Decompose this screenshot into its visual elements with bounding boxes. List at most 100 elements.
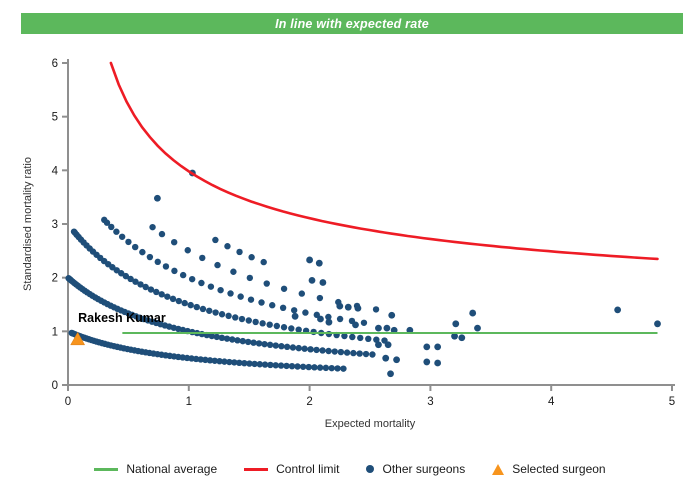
other-surgeon-point[interactable]	[118, 233, 126, 240]
other-surgeon-point[interactable]	[261, 361, 269, 368]
other-surgeon-point[interactable]	[206, 307, 213, 314]
other-surgeon-point[interactable]	[362, 350, 370, 358]
other-surgeon-point[interactable]	[198, 279, 205, 287]
other-surgeon-point[interactable]	[302, 309, 309, 316]
other-surgeon-point[interactable]	[211, 357, 218, 364]
other-surgeon-point[interactable]	[153, 194, 161, 202]
other-surgeon-point[interactable]	[232, 314, 239, 321]
other-surgeon-point[interactable]	[266, 321, 273, 328]
other-surgeon-point[interactable]	[142, 283, 149, 291]
other-surgeon-point[interactable]	[280, 285, 288, 292]
other-surgeon-point[interactable]	[373, 336, 380, 343]
other-surgeon-point[interactable]	[322, 364, 330, 372]
other-surgeon-point[interactable]	[207, 283, 215, 290]
other-surgeon-point[interactable]	[246, 360, 253, 367]
other-surgeon-point[interactable]	[306, 256, 313, 264]
other-surgeon-point[interactable]	[372, 306, 380, 313]
other-surgeon-point[interactable]	[272, 362, 279, 369]
other-surgeon-point[interactable]	[316, 364, 324, 371]
other-surgeon-point[interactable]	[469, 309, 477, 317]
other-surgeon-point[interactable]	[225, 312, 232, 320]
other-surgeon-point[interactable]	[290, 307, 298, 314]
other-surgeon-point[interactable]	[154, 258, 161, 266]
other-surgeon-point[interactable]	[474, 324, 481, 332]
other-surgeon-point[interactable]	[317, 315, 324, 323]
other-surgeon-point[interactable]	[122, 272, 130, 280]
other-surgeon-point[interactable]	[280, 324, 288, 331]
other-surgeon-point[interactable]	[352, 321, 359, 329]
other-surgeon-point[interactable]	[319, 279, 327, 286]
other-surgeon-point[interactable]	[375, 341, 382, 349]
other-surgeon-point[interactable]	[369, 351, 376, 358]
other-surgeon-point[interactable]	[169, 295, 177, 303]
other-surgeon-point[interactable]	[246, 274, 254, 282]
other-surgeon-point[interactable]	[127, 275, 134, 283]
other-surgeon-point[interactable]	[113, 228, 120, 235]
other-surgeon-point[interactable]	[288, 325, 295, 332]
other-surgeon-point[interactable]	[260, 258, 267, 266]
other-surgeon-point[interactable]	[231, 359, 238, 366]
other-surgeon-point[interactable]	[384, 341, 392, 349]
other-surgeon-point[interactable]	[175, 297, 182, 305]
other-surgeon-point[interactable]	[298, 290, 305, 297]
other-surgeon-point[interactable]	[382, 354, 390, 362]
other-surgeon-point[interactable]	[349, 333, 356, 341]
other-surgeon-point[interactable]	[217, 286, 224, 294]
other-surgeon-point[interactable]	[149, 223, 156, 231]
other-surgeon-point[interactable]	[146, 253, 154, 261]
other-surgeon-point[interactable]	[259, 320, 266, 327]
other-surgeon-point[interactable]	[308, 276, 316, 284]
other-surgeon-point[interactable]	[356, 350, 363, 357]
other-surgeon-point[interactable]	[164, 293, 171, 300]
other-surgeon-point[interactable]	[283, 362, 290, 370]
other-surgeon-point[interactable]	[336, 315, 344, 323]
other-surgeon-point[interactable]	[118, 270, 125, 277]
other-surgeon-point[interactable]	[132, 278, 139, 285]
other-surgeon-point[interactable]	[328, 364, 335, 372]
other-surgeon-point[interactable]	[187, 301, 194, 309]
other-surgeon-point[interactable]	[278, 343, 285, 350]
other-surgeon-point[interactable]	[357, 334, 364, 342]
other-surgeon-point[interactable]	[266, 341, 274, 349]
other-surgeon-point[interactable]	[344, 303, 352, 311]
other-surgeon-point[interactable]	[313, 346, 320, 354]
other-surgeon-point[interactable]	[188, 275, 196, 283]
other-surgeon-point[interactable]	[614, 306, 622, 314]
other-surgeon-point[interactable]	[199, 305, 207, 313]
other-surgeon-point[interactable]	[654, 320, 661, 328]
other-surgeon-point[interactable]	[325, 313, 332, 321]
other-surgeon-point[interactable]	[263, 280, 270, 287]
other-surgeon-point[interactable]	[288, 362, 296, 370]
other-surgeon-point[interactable]	[206, 357, 214, 364]
other-surgeon-point[interactable]	[236, 359, 243, 367]
other-surgeon-point[interactable]	[365, 335, 372, 343]
other-surgeon-point[interactable]	[208, 332, 215, 340]
other-surgeon-point[interactable]	[251, 360, 258, 368]
other-surgeon-point[interactable]	[238, 315, 246, 323]
other-surgeon-point[interactable]	[108, 223, 115, 231]
other-surgeon-point[interactable]	[279, 304, 287, 312]
other-surgeon-point[interactable]	[269, 302, 276, 309]
other-surgeon-point[interactable]	[214, 261, 221, 269]
selected-surgeon-point[interactable]	[70, 331, 86, 346]
other-surgeon-point[interactable]	[267, 361, 274, 369]
other-surgeon-point[interactable]	[258, 299, 265, 306]
other-surgeon-point[interactable]	[452, 320, 460, 328]
other-surgeon-point[interactable]	[336, 302, 344, 310]
other-surgeon-point[interactable]	[229, 336, 236, 343]
other-surgeon-point[interactable]	[213, 333, 221, 341]
other-surgeon-point[interactable]	[181, 299, 188, 307]
other-surgeon-point[interactable]	[179, 271, 187, 279]
other-surgeon-point[interactable]	[250, 339, 257, 346]
other-surgeon-point[interactable]	[295, 344, 302, 352]
other-surgeon-point[interactable]	[310, 328, 317, 336]
other-surgeon-point[interactable]	[331, 348, 338, 355]
other-surgeon-point[interactable]	[423, 358, 431, 366]
other-surgeon-point[interactable]	[255, 340, 263, 347]
other-surgeon-point[interactable]	[245, 317, 252, 324]
other-surgeon-point[interactable]	[305, 363, 312, 371]
other-surgeon-point[interactable]	[291, 312, 299, 320]
other-surgeon-point[interactable]	[350, 349, 357, 357]
other-surgeon-point[interactable]	[458, 334, 466, 342]
other-surgeon-point[interactable]	[247, 296, 255, 303]
